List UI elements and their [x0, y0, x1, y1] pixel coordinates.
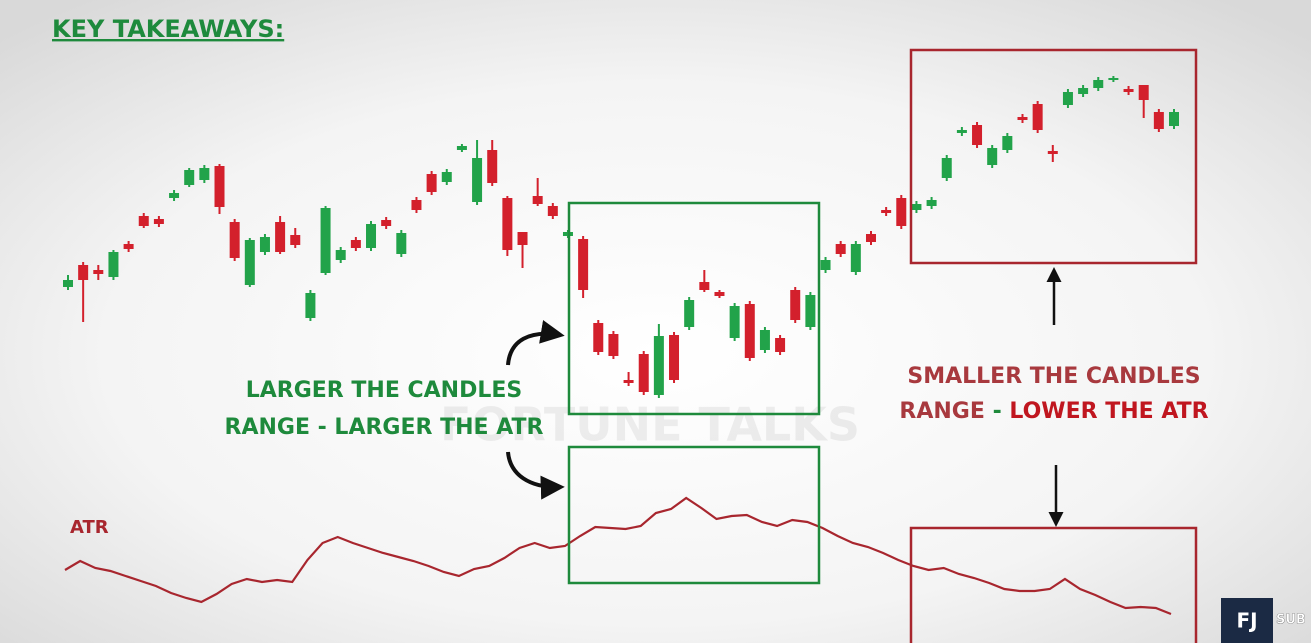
candle-body [775, 338, 786, 352]
annotation-part: LOWER THE ATR [1009, 399, 1208, 424]
candle-body [229, 222, 240, 258]
candle-body [123, 244, 134, 249]
candle-body [987, 148, 998, 165]
logo [1221, 598, 1273, 643]
candle-body [411, 200, 422, 210]
arrow [506, 451, 565, 500]
candle-body [1078, 88, 1089, 94]
candle-body [638, 354, 649, 392]
candle-body [456, 146, 467, 150]
candle-body [350, 240, 361, 248]
candle-body [381, 220, 392, 226]
candle-body [290, 235, 301, 245]
annotation: RANGE - LARGER THE ATR [225, 415, 544, 440]
candle-body [714, 292, 725, 296]
candle-body [972, 125, 983, 145]
candle-body [790, 290, 801, 320]
candle-body [578, 239, 589, 290]
candle-body [78, 265, 89, 280]
candle-body [1017, 117, 1028, 120]
candle-body [441, 172, 452, 182]
arrow [506, 320, 565, 366]
candle-body [169, 193, 180, 198]
candle-body [820, 260, 831, 270]
candle-body [759, 330, 770, 350]
candle-body [214, 166, 225, 207]
candle-body [199, 168, 210, 180]
candle-body [259, 237, 270, 252]
candle-body [63, 280, 73, 287]
candle-body [366, 224, 377, 248]
candle-body [532, 196, 543, 204]
candle-body [472, 158, 483, 202]
candle-body [805, 295, 816, 327]
highlight-box [567, 201, 821, 416]
atr-line [64, 496, 1172, 616]
candle-body [244, 240, 255, 285]
annotation: SMALLER THE CANDLES [907, 364, 1200, 389]
candle-body [1153, 112, 1164, 129]
candle-body [153, 219, 164, 224]
annotation: RANGE - LOWER THE ATR [899, 399, 1208, 424]
candle-body [1108, 78, 1119, 80]
logo-mark: FJ [1236, 609, 1257, 633]
subscribe: SUB SCRIBE [1276, 613, 1311, 628]
candle-body [184, 170, 195, 185]
candle-body [744, 304, 755, 358]
watermark: FORTUNE TALKS [440, 398, 860, 452]
annotation-part: RANGE [899, 399, 984, 424]
candle-body [396, 233, 407, 254]
candle-body [517, 232, 528, 245]
candle-body [1002, 136, 1013, 150]
candle-body [911, 204, 922, 210]
candle-body [1093, 80, 1104, 88]
candle-body [93, 270, 104, 274]
plot [63, 76, 1179, 616]
candle-body [108, 252, 119, 277]
candle-body [684, 300, 695, 327]
candle-body [881, 210, 892, 213]
candle-body [699, 282, 710, 290]
candle-body [623, 380, 634, 383]
candle-body [669, 335, 680, 380]
candle-body [593, 323, 604, 352]
candle-body [1062, 92, 1073, 105]
candle-body [275, 222, 286, 252]
candle-body [835, 244, 846, 254]
candle-body [1032, 104, 1043, 130]
candle-body [335, 250, 346, 260]
candle-body [941, 158, 952, 178]
candle-body [547, 206, 558, 216]
annotation: LARGER THE CANDLES [246, 378, 523, 403]
annotation-part: - [993, 399, 1002, 424]
candle-body [956, 130, 967, 133]
atr-label: ATR [70, 517, 109, 538]
candle-body [896, 198, 907, 226]
candle-body [926, 200, 937, 206]
highlight-box [909, 48, 1198, 265]
candle-body [426, 174, 437, 192]
candle-body [502, 198, 513, 250]
candle-body [865, 234, 876, 242]
candle-body [1138, 85, 1149, 100]
candle-body [320, 208, 331, 273]
candle-body [729, 306, 740, 338]
candle-body [608, 334, 619, 356]
candle-body [1123, 89, 1134, 92]
highlight-box [909, 526, 1198, 643]
title: KEY TAKEAWAYS: [52, 15, 284, 43]
candle-body [850, 244, 861, 272]
candle-body [138, 216, 149, 226]
candle-body [487, 150, 498, 183]
candle-body [305, 293, 316, 318]
candle-body [1169, 112, 1179, 126]
candle-body [653, 336, 664, 395]
candle-body [1047, 151, 1058, 154]
highlight-box [567, 445, 821, 585]
